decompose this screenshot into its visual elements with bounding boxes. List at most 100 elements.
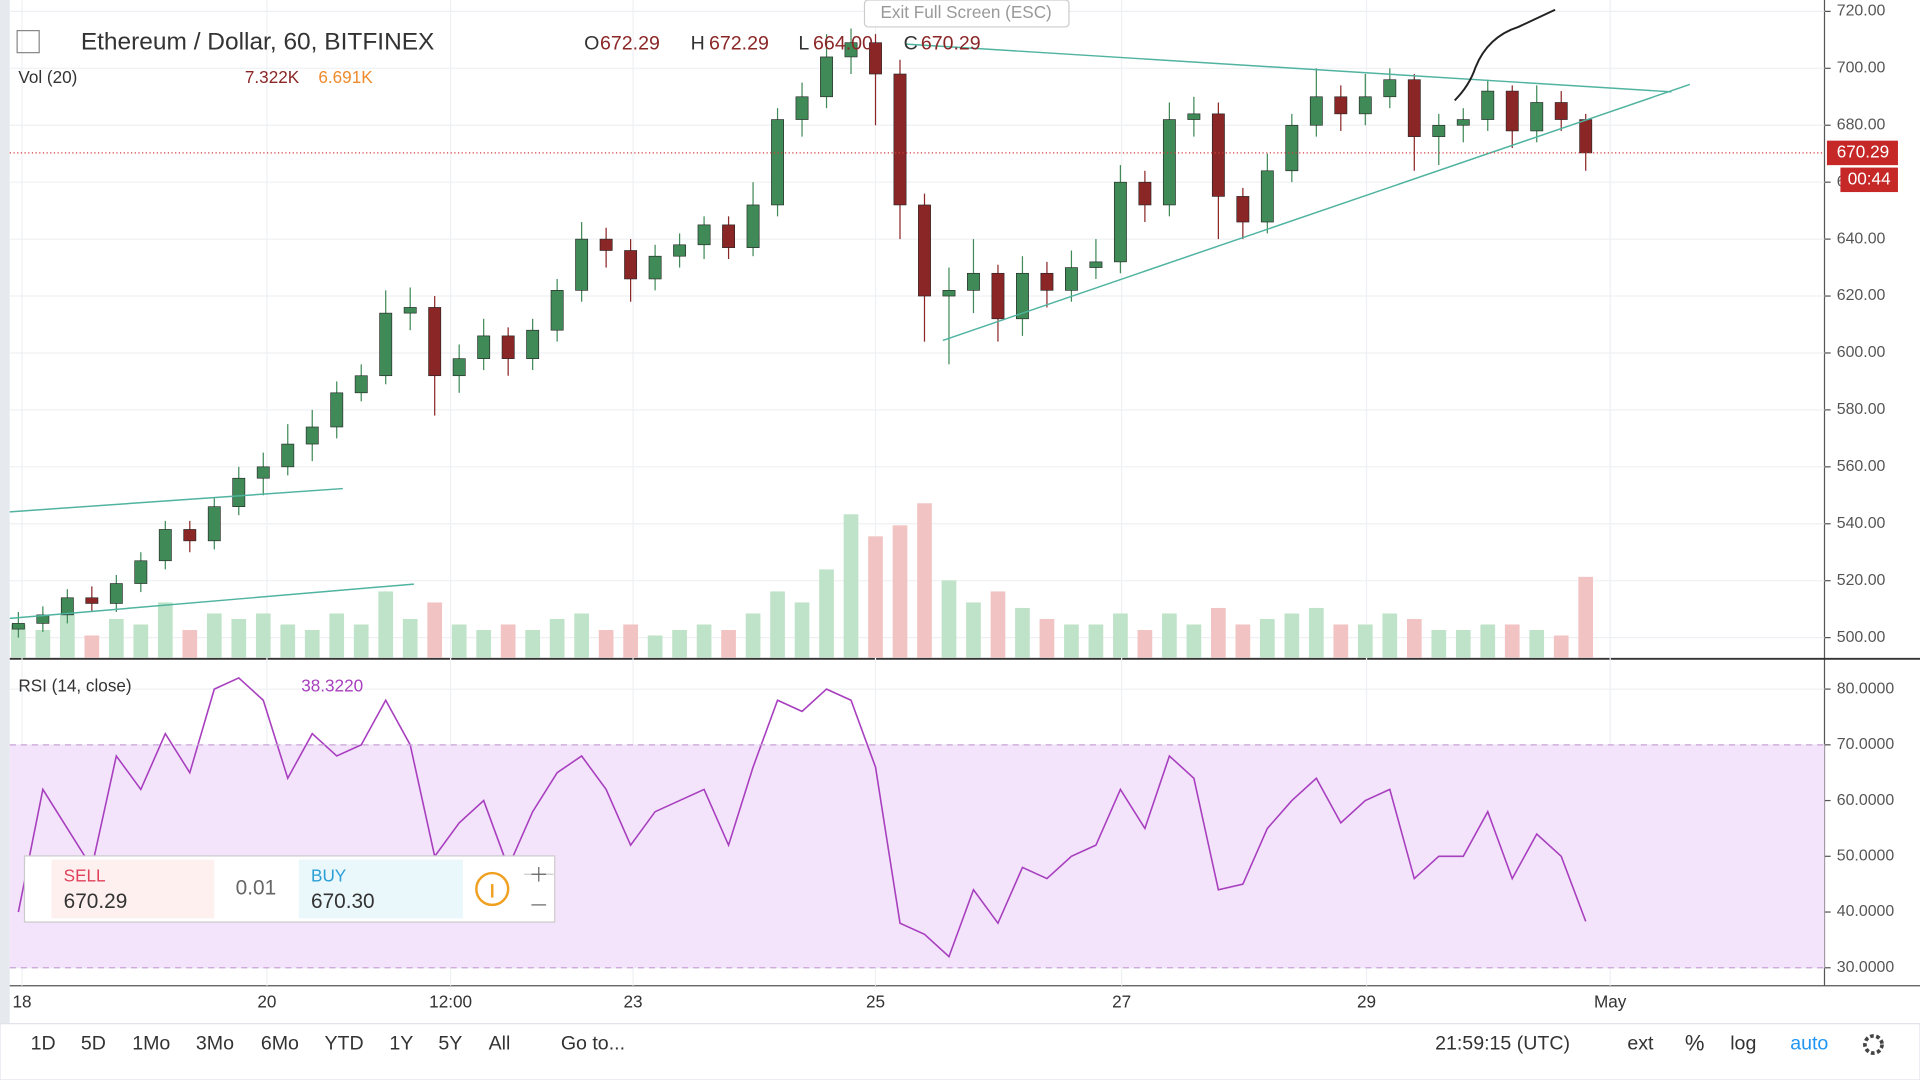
candle-body bbox=[1334, 96, 1348, 115]
auto-toggle[interactable]: auto bbox=[1790, 1033, 1828, 1055]
candle-body bbox=[1138, 181, 1152, 206]
candle-body bbox=[183, 529, 197, 542]
x-tick-label: 25 bbox=[866, 991, 885, 1011]
volume-bar bbox=[1431, 630, 1447, 658]
candle-body bbox=[844, 42, 858, 58]
volume-bar bbox=[1333, 624, 1349, 658]
volume-bar bbox=[819, 569, 834, 658]
trendline bbox=[942, 83, 1691, 342]
volume-bar bbox=[770, 591, 785, 658]
collapse-icon[interactable] bbox=[16, 30, 40, 54]
x-tick-label: 12:00 bbox=[429, 991, 472, 1011]
volume-bar bbox=[525, 630, 540, 658]
candle-body bbox=[893, 73, 907, 206]
rsi-value: 38.3220 bbox=[301, 675, 363, 695]
buy-button[interactable] bbox=[298, 859, 463, 919]
candle-body bbox=[918, 204, 931, 297]
candle-body bbox=[1236, 196, 1250, 223]
range-button[interactable]: All bbox=[489, 1033, 511, 1055]
volume-bar bbox=[696, 624, 712, 658]
candle-body bbox=[207, 506, 221, 542]
volume-bar bbox=[378, 591, 394, 658]
candle-body bbox=[354, 375, 368, 394]
volume-bar bbox=[182, 630, 198, 658]
trendline bbox=[906, 43, 1672, 93]
bottom-toolbar bbox=[0, 1023, 1920, 1080]
toolbar: Go to... 21:59:15 (UTC) ext % log auto 1… bbox=[31, 1030, 1884, 1055]
candle-body bbox=[379, 312, 393, 377]
range-button[interactable]: 5Y bbox=[438, 1033, 462, 1055]
l-value: 664.00 bbox=[813, 32, 873, 54]
info-icon[interactable] bbox=[475, 871, 510, 907]
volume-bar bbox=[329, 613, 345, 658]
candle-body bbox=[1530, 102, 1544, 132]
y-tick-label: 640.00 bbox=[1837, 230, 1886, 247]
exit-fullscreen[interactable] bbox=[863, 0, 1070, 28]
rsi-line bbox=[17, 677, 1587, 959]
trendline bbox=[9, 487, 343, 513]
sell-button[interactable] bbox=[51, 859, 215, 919]
volume-bar bbox=[353, 624, 369, 658]
candle-body bbox=[60, 597, 74, 616]
exit-fullscreen-label: Exit Full Screen (ESC) bbox=[880, 2, 1051, 22]
volume-bar bbox=[1308, 607, 1324, 658]
goto[interactable]: Go to... bbox=[561, 1033, 625, 1055]
volume-bar bbox=[941, 580, 957, 658]
range-button[interactable]: 1Y bbox=[389, 1033, 413, 1055]
volume-bar bbox=[133, 624, 149, 658]
candle-body bbox=[1040, 272, 1054, 291]
range-button[interactable]: 5D bbox=[81, 1033, 106, 1055]
range-button[interactable]: YTD bbox=[324, 1033, 363, 1055]
volume-bar bbox=[84, 635, 100, 658]
o-value: 672.29 bbox=[600, 32, 660, 54]
volume-bar bbox=[574, 613, 589, 658]
log-toggle[interactable]: log bbox=[1730, 1033, 1756, 1055]
y-tick-label: 540.00 bbox=[1837, 515, 1886, 532]
candle-body bbox=[771, 119, 784, 206]
volume-bar bbox=[966, 602, 981, 658]
range-button[interactable]: 3Mo bbox=[196, 1033, 234, 1055]
symbol-title: Ethereum / Dollar, 60, BITFINEX bbox=[81, 28, 435, 55]
y-tick-label: 700.00 bbox=[1837, 60, 1886, 77]
rsi-tick-label: 50.0000 bbox=[1837, 848, 1895, 865]
volume-bar bbox=[108, 618, 124, 658]
quantity[interactable]: 0.01 bbox=[236, 876, 276, 899]
candle-body bbox=[256, 466, 270, 479]
candle-body bbox=[599, 238, 613, 251]
y-tick-label: 600.00 bbox=[1837, 344, 1886, 361]
volume-bar bbox=[1455, 630, 1471, 658]
candle-body bbox=[624, 250, 638, 280]
candle-body bbox=[1432, 124, 1446, 137]
volume-bar bbox=[1382, 613, 1398, 658]
candle-body bbox=[134, 560, 148, 584]
volume-bar bbox=[1088, 624, 1104, 658]
candle-body bbox=[1554, 102, 1568, 120]
range-button[interactable]: 6Mo bbox=[261, 1033, 299, 1055]
volume-bar bbox=[451, 624, 467, 658]
volume-bar bbox=[1211, 607, 1226, 658]
range-button[interactable]: 1D bbox=[31, 1033, 56, 1055]
increase-button[interactable] bbox=[531, 866, 547, 882]
ext-toggle[interactable]: ext bbox=[1627, 1033, 1654, 1055]
volume-bar bbox=[1406, 618, 1422, 658]
volume-bar bbox=[868, 536, 883, 658]
volume-bar bbox=[1186, 624, 1202, 658]
rsi-tick-label: 70.0000 bbox=[1837, 736, 1895, 753]
candle-body bbox=[158, 529, 172, 562]
buy-label: BUY bbox=[311, 865, 347, 885]
volume-bar bbox=[476, 630, 492, 658]
candle-body bbox=[403, 307, 417, 314]
candle-body bbox=[1089, 261, 1103, 268]
candle-body bbox=[1383, 79, 1397, 98]
percent-toggle[interactable]: % bbox=[1685, 1030, 1705, 1055]
candle-body bbox=[746, 204, 760, 248]
range-button[interactable]: 1Mo bbox=[132, 1033, 170, 1055]
volume-bar bbox=[1015, 607, 1030, 658]
candle-body bbox=[1407, 79, 1421, 137]
volume-bar bbox=[1064, 624, 1079, 658]
x-tick-label: 20 bbox=[257, 991, 276, 1011]
volume-bar bbox=[500, 624, 516, 658]
volume-bar bbox=[255, 613, 271, 658]
